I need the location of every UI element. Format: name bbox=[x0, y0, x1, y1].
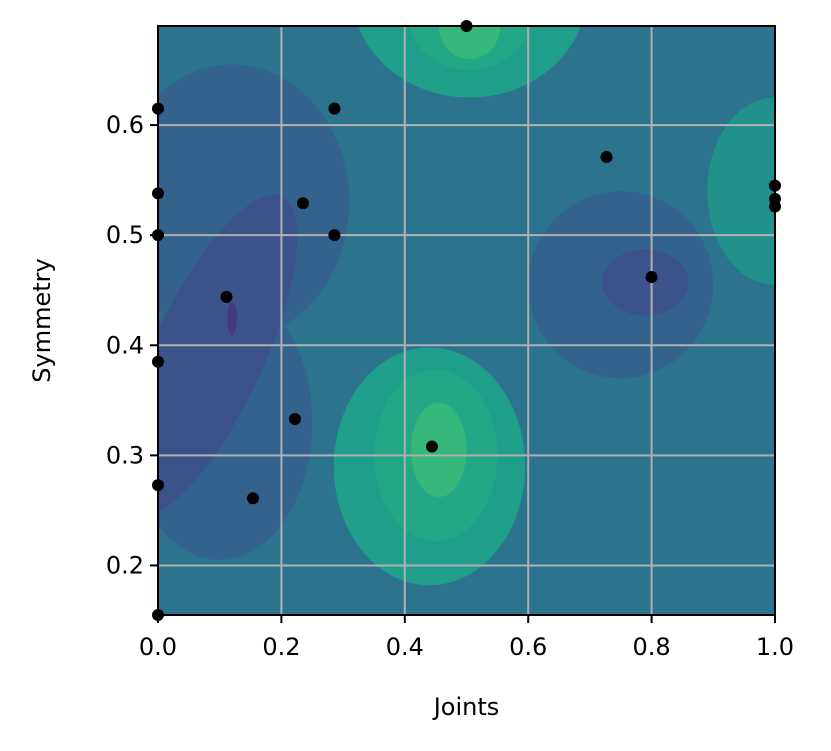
data-point bbox=[645, 271, 658, 284]
contour-region bbox=[602, 249, 689, 316]
data-point bbox=[600, 151, 613, 164]
x-tick-label: 0.0 bbox=[139, 633, 177, 661]
x-tick-label: 0.8 bbox=[633, 633, 671, 661]
contour-region bbox=[707, 97, 775, 285]
y-tick-label: 0.6 bbox=[106, 111, 144, 139]
contour-region bbox=[410, 402, 467, 498]
plot-area bbox=[152, 20, 781, 621]
data-point bbox=[288, 413, 301, 426]
data-point bbox=[247, 492, 260, 505]
y-tick-label: 0.4 bbox=[106, 331, 144, 359]
x-tick-label: 0.4 bbox=[386, 633, 424, 661]
contour-region bbox=[158, 194, 298, 518]
contour-region bbox=[438, 26, 501, 60]
data-point bbox=[425, 440, 438, 453]
data-point bbox=[220, 290, 233, 303]
x-tick-label: 0.6 bbox=[509, 633, 547, 661]
x-axis: 0.0 0.2 0.4 0.6 0.8 1.0 bbox=[139, 615, 794, 661]
contour-region bbox=[227, 302, 237, 336]
x-axis-label: Joints bbox=[432, 693, 500, 721]
data-point bbox=[328, 102, 341, 115]
x-tick-label: 1.0 bbox=[756, 633, 794, 661]
y-axis: 0.2 0.3 0.4 0.5 0.6 bbox=[106, 111, 158, 579]
y-tick-label: 0.3 bbox=[106, 441, 144, 469]
data-point bbox=[296, 197, 309, 210]
y-tick-label: 0.2 bbox=[106, 551, 144, 579]
scatter-points bbox=[152, 20, 781, 621]
y-tick-label: 0.5 bbox=[106, 221, 144, 249]
plot-frame bbox=[157, 25, 776, 616]
x-tick-label: 0.2 bbox=[262, 633, 300, 661]
y-axis-label: Symmetry bbox=[28, 258, 56, 382]
data-point bbox=[328, 229, 341, 242]
